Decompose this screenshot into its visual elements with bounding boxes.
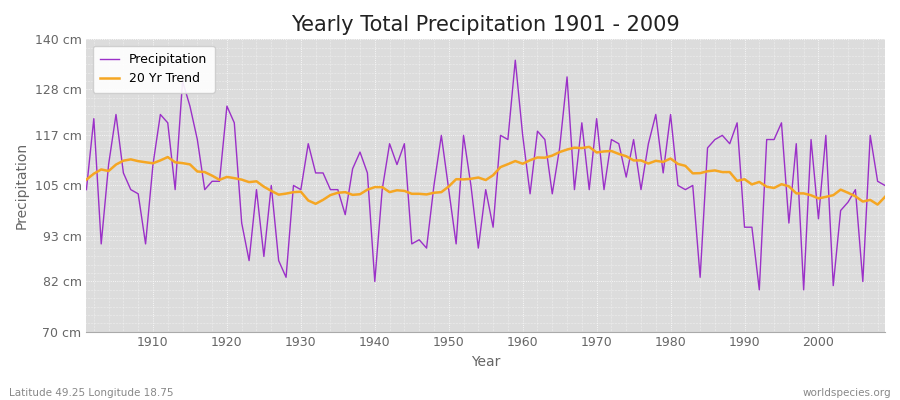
Text: worldspecies.org: worldspecies.org — [803, 388, 891, 398]
Line: 20 Yr Trend: 20 Yr Trend — [86, 147, 885, 204]
X-axis label: Year: Year — [471, 355, 500, 369]
20 Yr Trend — [140, 160, 151, 165]
Precipitation — [525, 192, 535, 196]
20 Yr Trend — [347, 192, 358, 197]
20 Yr Trend — [302, 198, 313, 203]
20 Yr Trend — [510, 159, 521, 164]
Precipitation — [510, 58, 521, 63]
20 Yr Trend — [872, 202, 883, 207]
Precipitation — [518, 133, 528, 138]
20 Yr Trend — [584, 144, 595, 149]
20 Yr Trend — [879, 194, 890, 199]
Legend: Precipitation, 20 Yr Trend: Precipitation, 20 Yr Trend — [93, 46, 215, 93]
Title: Yearly Total Precipitation 1901 - 2009: Yearly Total Precipitation 1901 - 2009 — [292, 15, 680, 35]
20 Yr Trend — [614, 152, 625, 156]
Text: Latitude 49.25 Longitude 18.75: Latitude 49.25 Longitude 18.75 — [9, 388, 174, 398]
Precipitation — [614, 141, 625, 146]
Precipitation — [347, 166, 358, 171]
Precipitation — [140, 242, 151, 246]
20 Yr Trend — [81, 177, 92, 182]
Precipitation — [879, 183, 890, 188]
20 Yr Trend — [518, 161, 528, 166]
Line: Precipitation: Precipitation — [86, 60, 885, 290]
Precipitation — [754, 288, 765, 292]
Precipitation — [81, 187, 92, 192]
Y-axis label: Precipitation: Precipitation — [15, 142, 29, 229]
Precipitation — [302, 141, 313, 146]
